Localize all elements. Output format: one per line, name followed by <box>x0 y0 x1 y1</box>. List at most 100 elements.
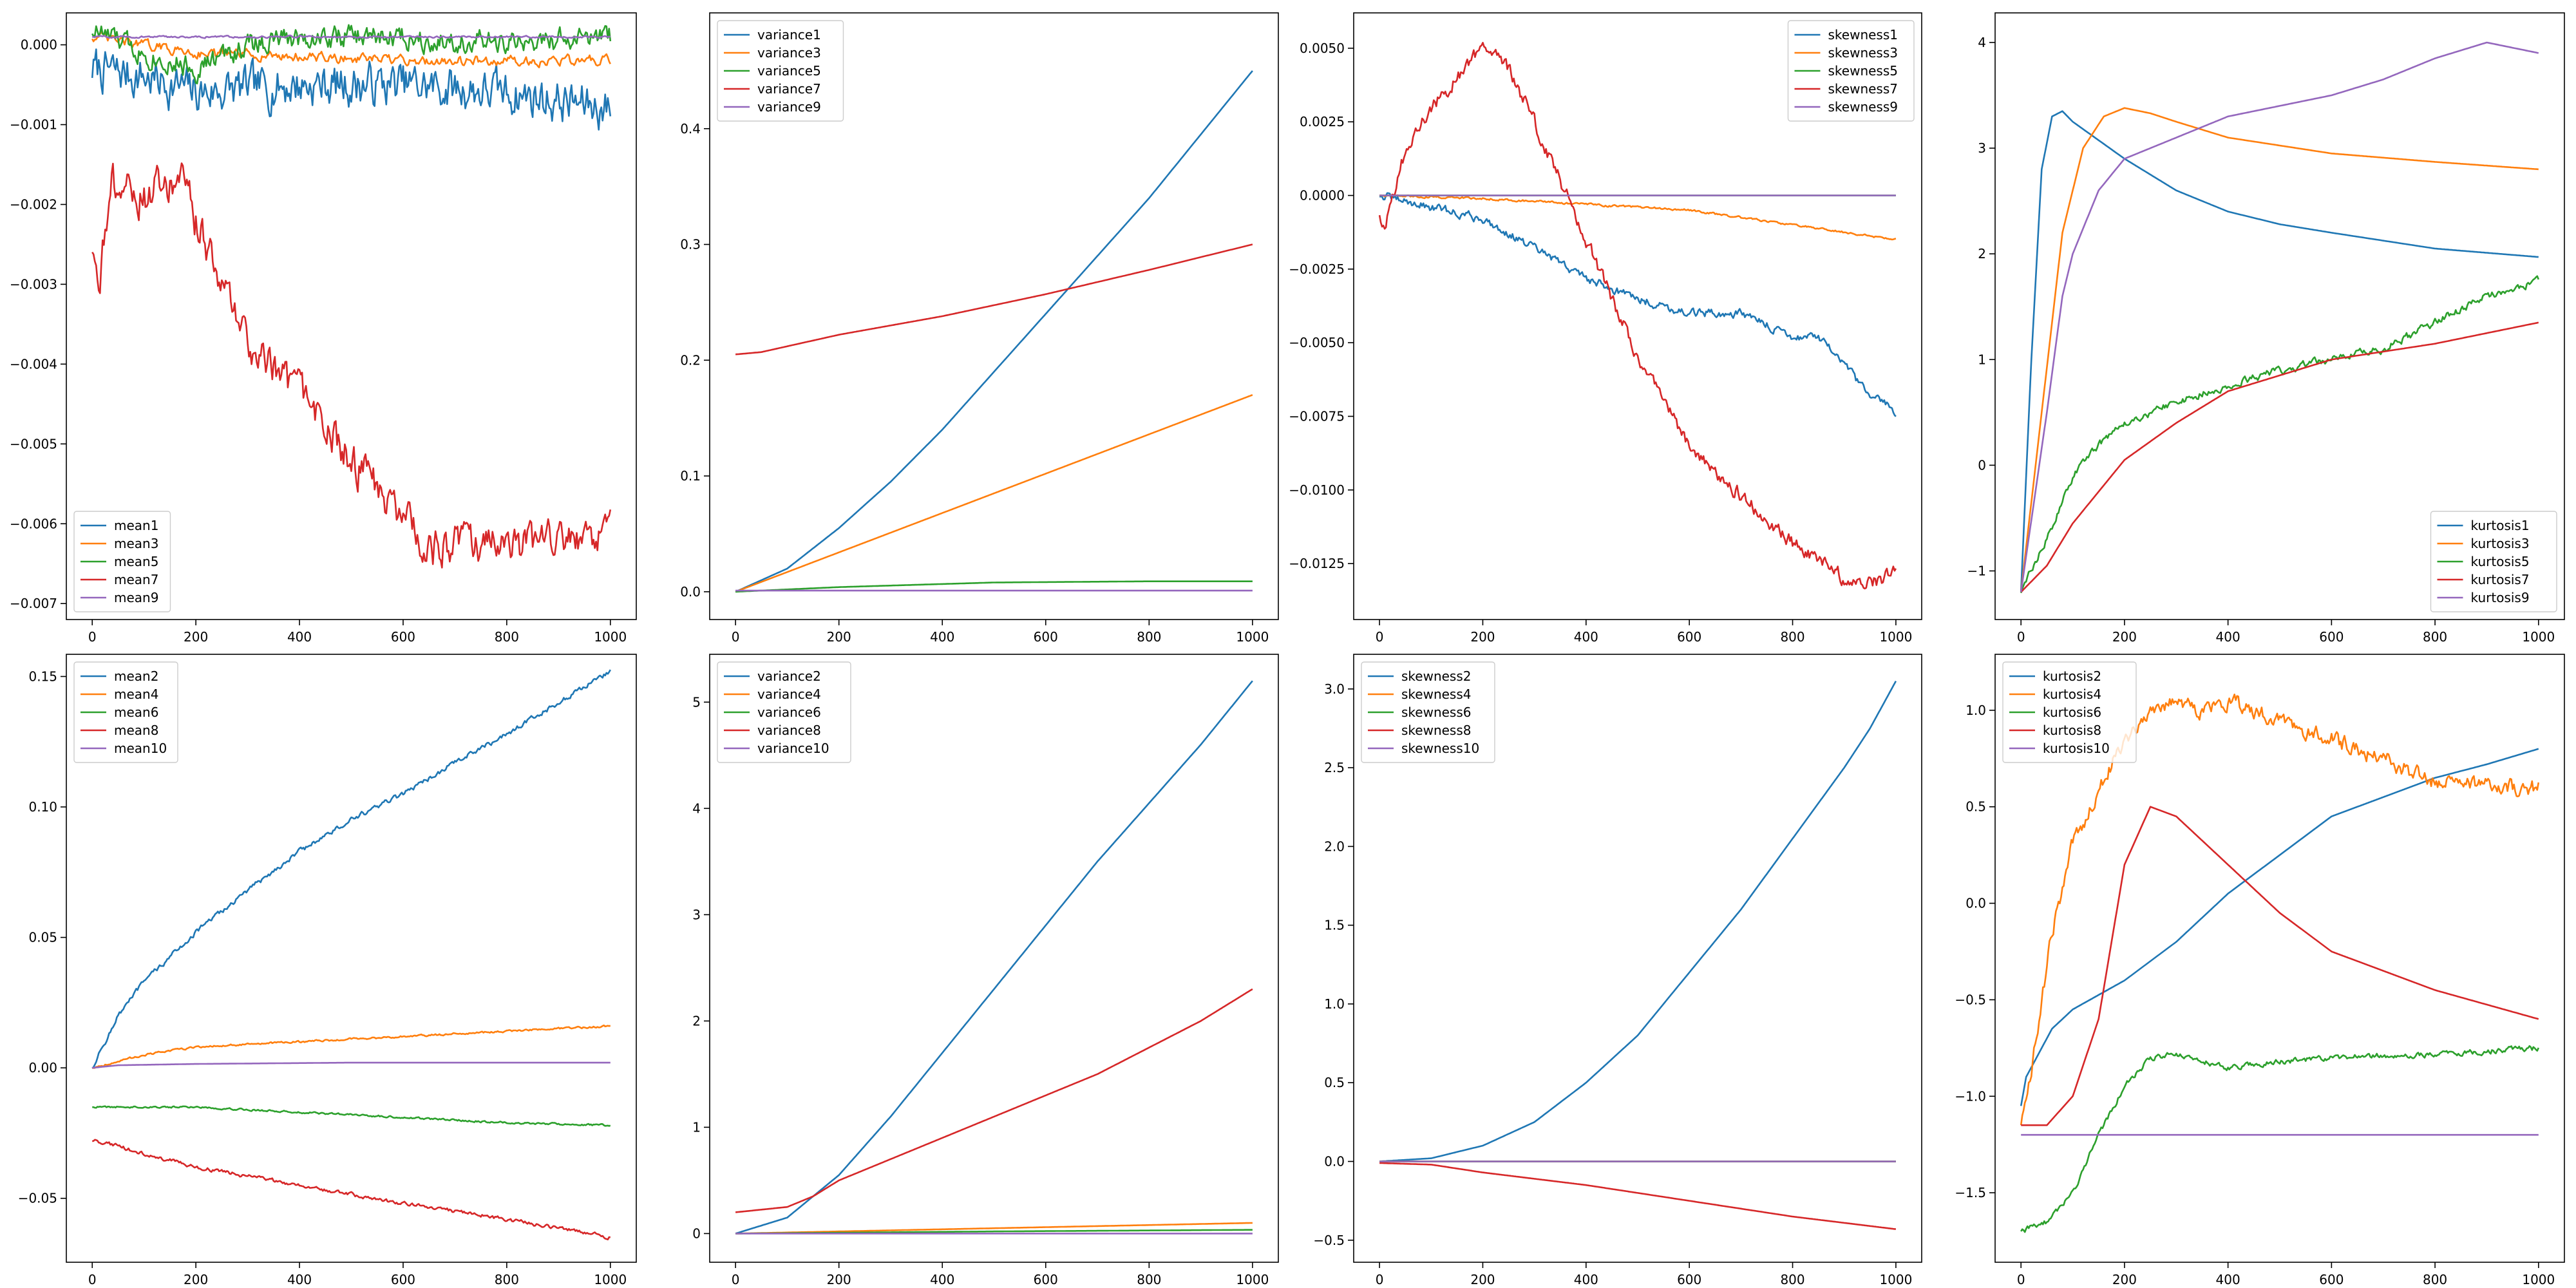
x-tick-label: 800 <box>495 629 519 645</box>
legend-label: variance1 <box>757 27 821 43</box>
legend-label: mean3 <box>114 536 158 551</box>
y-tick-label: −0.006 <box>10 516 57 531</box>
x-tick-label: 200 <box>1470 1272 1495 1287</box>
y-tick-label: −0.5 <box>1955 992 1986 1007</box>
series-line-variance1 <box>735 70 1253 593</box>
subplot-5: 0 200 400 600 800 1000 −0.05 0.00 0.05 0.10 0.15 me… <box>18 654 637 1287</box>
legend-label: mean6 <box>114 705 158 720</box>
legend-label: skewness4 <box>1401 687 1472 702</box>
legend-box <box>1361 661 1495 763</box>
series-line-variance3 <box>735 393 1253 593</box>
x-tick-label: 800 <box>2423 629 2447 645</box>
y-tick-label: 0.4 <box>680 121 701 137</box>
series-line-mean4 <box>92 1024 611 1069</box>
x-tick-label: 200 <box>2112 629 2137 645</box>
y-tick-label: 1.0 <box>1965 703 1986 718</box>
legend-label: variance8 <box>757 723 821 738</box>
series-line-kurtosis1 <box>2020 110 2539 592</box>
series-line-kurtosis4 <box>2020 694 2540 1126</box>
subplot-3: 0 200 400 600 800 1000 −0.0125 −0.0100 −0.0075 −0… <box>1289 12 1922 645</box>
x-tick-label: 400 <box>1574 1272 1598 1287</box>
legend-label: skewness6 <box>1401 705 1472 720</box>
axes-frame <box>709 12 1279 620</box>
x-tick-label: 800 <box>1780 629 1804 645</box>
x-tick-label: 1000 <box>1236 629 1269 645</box>
series-lines <box>1378 42 1897 590</box>
series-line-mean7 <box>91 162 612 569</box>
legend-label: kurtosis8 <box>2043 723 2101 738</box>
y-tick-label: −1.0 <box>1955 1088 1986 1104</box>
series-line-skewness3 <box>1379 194 1897 241</box>
legend-label: skewness9 <box>1828 99 1899 115</box>
x-tick-label: 1000 <box>1879 1272 1912 1287</box>
y-tick-label: −0.05 <box>18 1191 57 1206</box>
series-line-kurtosis3 <box>2020 107 2539 592</box>
series-line-skewness2 <box>1379 680 1897 1162</box>
series-lines <box>91 24 612 569</box>
legend-label: skewness8 <box>1401 723 1472 738</box>
y-tick-label: 1.5 <box>1324 918 1345 933</box>
series-line-mean5 <box>91 24 612 84</box>
subplot-2: 0 200 400 600 800 1000 0.0 0.1 0.2 0.3 0.4 variance… <box>680 12 1279 645</box>
legend-box <box>1787 20 1915 122</box>
subplot-6: 0 200 400 600 800 1000012345variance2variance… <box>692 654 1279 1287</box>
legend-label: variance4 <box>757 687 821 702</box>
legend-label: mean10 <box>114 741 167 756</box>
axes-frame <box>66 654 637 1263</box>
series-line-skewness1 <box>1379 192 1897 417</box>
series-line-mean9 <box>91 34 611 39</box>
y-tick-label: −0.007 <box>10 596 57 611</box>
y-tick-label: 2 <box>1978 246 1986 261</box>
y-tick-label: 0.0 <box>680 584 701 600</box>
x-tick-label: 200 <box>184 629 208 645</box>
series-line-skewness7 <box>1378 42 1897 590</box>
legend-label: skewness10 <box>1401 741 1479 756</box>
series-line-mean2 <box>91 669 611 1069</box>
x-tick-label: 1000 <box>1236 1272 1269 1287</box>
y-tick-label: −0.003 <box>10 276 57 292</box>
legend-label: mean8 <box>114 723 158 738</box>
y-tick-label: −1 <box>1967 564 1986 579</box>
y-tick-label: 0.00 <box>28 1060 57 1075</box>
x-tick-label: 200 <box>184 1272 208 1287</box>
x-tick-label: 600 <box>1034 1272 1058 1287</box>
y-tick-label: 0.1 <box>680 468 701 484</box>
y-tick-label: 2.5 <box>1324 760 1345 775</box>
subplot-1: 0 200 400 600 800 1000 −0.007 −0.006 −0.005 −0.00… <box>10 12 637 645</box>
legend: variance1 variance3 variance5 variance7 vari… <box>717 20 844 122</box>
legend: kurtosis1 kurtosis3 kurtosis5 kurtosis7 kurt… <box>2430 511 2557 612</box>
x-tick-label: 800 <box>495 1272 519 1287</box>
legend: variance2 variance4 variance6 variance8 vari… <box>717 661 851 763</box>
legend: mean1 mean3 mean5 mean7 mean9 <box>73 511 171 612</box>
legend-label: variance3 <box>757 45 821 61</box>
series-line-mean1 <box>91 48 612 131</box>
legend-label: variance9 <box>757 99 821 115</box>
legend-label: mean2 <box>114 668 158 684</box>
y-tick-label: −0.0025 <box>1289 261 1345 277</box>
series-line-kurtosis5 <box>2020 275 2540 594</box>
y-tick-label: 0.0050 <box>1300 41 1345 56</box>
legend-label: kurtosis1 <box>2471 518 2530 533</box>
legend-label: skewness5 <box>1828 63 1899 79</box>
x-tick-label: 400 <box>1574 629 1598 645</box>
x-tick-label: 0 <box>1376 1272 1384 1287</box>
x-tick-label: 0 <box>2017 629 2025 645</box>
x-tick-label: 0 <box>732 629 740 645</box>
x-tick-label: 800 <box>1780 1272 1804 1287</box>
y-tick-label: 0.5 <box>1324 1075 1345 1090</box>
y-tick-label: 0.000 <box>21 37 57 53</box>
y-tick-label: 0.0 <box>1324 1153 1345 1169</box>
y-tick-label: 0 <box>1978 457 1986 473</box>
x-tick-label: 0 <box>2017 1272 2025 1287</box>
y-tick-label: −0.0050 <box>1289 335 1345 350</box>
legend-box <box>717 661 851 763</box>
y-tick-label: 1 <box>692 1119 701 1135</box>
x-tick-label: 400 <box>287 629 312 645</box>
legend-label: variance5 <box>757 63 821 79</box>
x-tick-label: 600 <box>391 1272 415 1287</box>
series-line-mean10 <box>92 1061 611 1069</box>
y-tick-label: 4 <box>692 800 701 816</box>
y-tick-label: 0 <box>692 1226 701 1241</box>
subplot-7: 0 200 400 600 800 1000 −0.5 0.0 0.5 1.0 1.5 2.0 2.5 3… <box>1313 654 1922 1287</box>
